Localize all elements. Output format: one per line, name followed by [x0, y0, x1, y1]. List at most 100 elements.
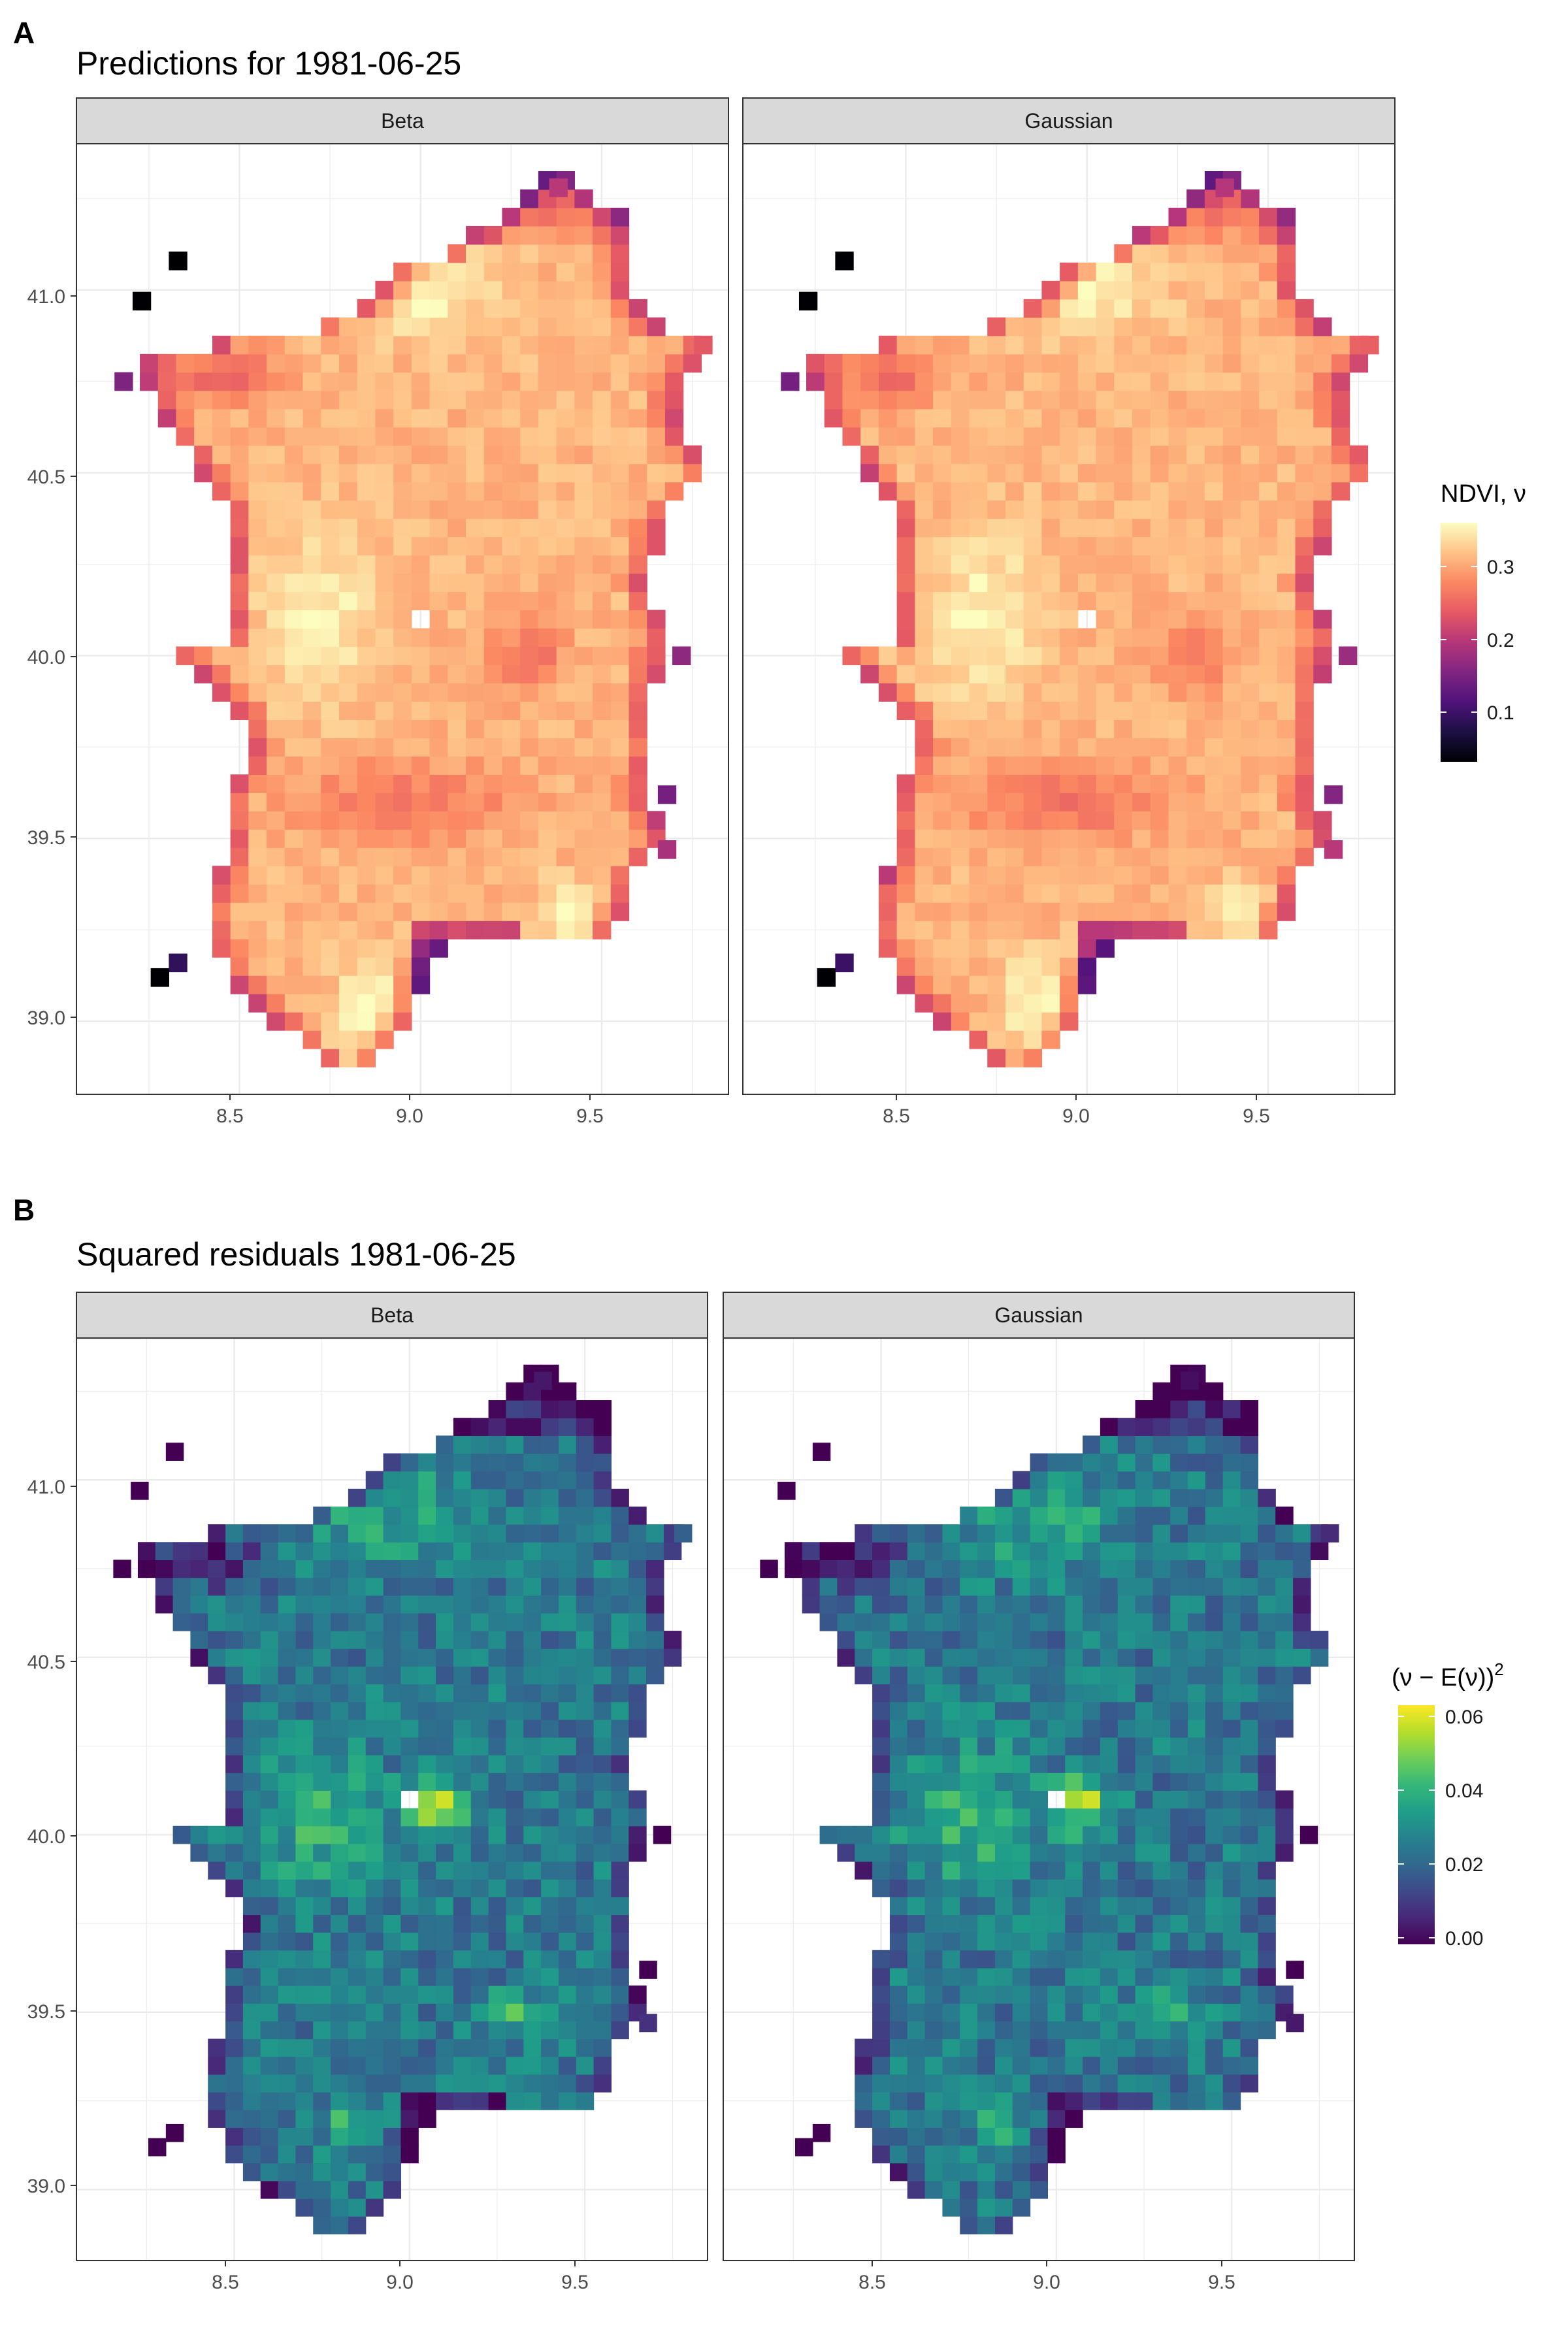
raster-cell: [1012, 2110, 1031, 2128]
raster-cell: [987, 536, 1006, 556]
raster-cell: [348, 1506, 367, 1525]
raster-cell: [1041, 939, 1060, 958]
raster-cell: [1204, 262, 1224, 282]
raster-cell: [1275, 1666, 1294, 1685]
raster-cell: [520, 847, 539, 866]
raster-cell: [212, 921, 231, 939]
raster-cell: [338, 756, 358, 775]
raster-cell: [987, 408, 1006, 428]
panel-letter-a: A: [13, 16, 35, 50]
raster-cell: [400, 1737, 419, 1756]
raster-cell: [1117, 1808, 1136, 1827]
raster-cell: [331, 1506, 349, 1525]
raster-cell: [1152, 2021, 1171, 2040]
raster-cell: [375, 390, 394, 410]
raster-cell: [889, 1719, 908, 1738]
raster-cell: [1275, 1843, 1294, 1862]
raster-cell: [1041, 317, 1060, 336]
raster-cell: [574, 610, 593, 629]
raster-cell: [629, 335, 647, 355]
raster-cell: [1259, 262, 1278, 282]
raster-cell: [1005, 957, 1024, 976]
raster-cell: [523, 2074, 542, 2093]
raster-cell: [1096, 756, 1115, 775]
raster-cell: [1240, 2056, 1259, 2075]
raster-cell: [1114, 610, 1133, 629]
raster-cell: [915, 463, 934, 483]
raster-cell: [664, 427, 684, 446]
raster-cell: [411, 262, 431, 282]
raster-cell: [1135, 1684, 1154, 1703]
raster-cell: [302, 939, 321, 958]
raster-cell: [302, 555, 321, 574]
raster-cell: [593, 1506, 612, 1525]
raster-cell: [1065, 2003, 1083, 2022]
raster-cell: [278, 1932, 297, 1951]
raster-cell: [302, 610, 321, 629]
raster-cell: [907, 1967, 926, 1986]
raster-cell: [1117, 1772, 1136, 1791]
raster-cell: [896, 500, 915, 519]
raster-cell: [506, 1967, 524, 1986]
raster-cell: [1100, 1471, 1119, 1490]
raster-cell: [1012, 1914, 1031, 1933]
raster-cell: [1012, 1879, 1031, 1897]
raster-cell: [1295, 792, 1314, 811]
raster-cell: [302, 664, 321, 684]
raster-cell: [1222, 2021, 1241, 2040]
raster-cell: [558, 1435, 577, 1454]
raster-cell: [448, 701, 466, 720]
raster-cell: [506, 2038, 524, 2057]
raster-cell: [1077, 317, 1097, 336]
raster-cell: [1012, 2038, 1031, 2057]
raster-cell: [284, 427, 304, 446]
raster-cell: [1240, 1932, 1259, 1951]
raster-cell: [534, 1371, 552, 1390]
raster-cell: [1259, 921, 1278, 939]
raster-cell: [348, 1772, 367, 1791]
raster-cell: [411, 353, 431, 373]
raster-cell: [942, 1737, 960, 1756]
raster-cell: [610, 756, 630, 775]
raster-cell: [242, 1808, 261, 1827]
raster-cell: [411, 646, 431, 666]
raster-cell: [629, 738, 647, 757]
raster-cell: [375, 372, 394, 391]
raster-cell: [933, 335, 952, 355]
raster-cell: [242, 1790, 261, 1809]
raster-cell: [448, 610, 466, 629]
raster-cell: [383, 2145, 402, 2164]
raster-cell: [502, 738, 521, 757]
raster-cell: [383, 1542, 402, 1561]
raster-cell: [960, 2074, 978, 2093]
raster-cell: [860, 372, 879, 391]
raster-cell: [1030, 1542, 1049, 1561]
raster-cell: [466, 866, 485, 885]
raster-cell: [1150, 225, 1169, 245]
raster-cell: [321, 353, 340, 373]
raster-cell: [1135, 1471, 1154, 1490]
raster-cell: [576, 1506, 595, 1525]
raster-cell: [453, 1435, 472, 1454]
raster-cell: [1204, 555, 1224, 574]
raster-cell: [1222, 1701, 1241, 1720]
raster-cell: [400, 2127, 419, 2146]
raster-cell: [295, 1577, 314, 1596]
raster-cell: [248, 792, 267, 811]
raster-cell: [411, 463, 431, 483]
raster-cell: [1012, 2021, 1031, 2040]
raster-cell: [611, 1666, 629, 1685]
raster-cell: [1114, 317, 1133, 336]
raster-cell: [1096, 463, 1115, 483]
raster-cell: [1277, 482, 1296, 501]
raster-cell: [1005, 408, 1024, 428]
raster-cell: [1205, 1612, 1224, 1631]
raster-cell: [348, 1666, 367, 1685]
raster-cell: [1132, 463, 1151, 483]
raster-cell: [1240, 1701, 1259, 1720]
raster-cell: [1135, 1914, 1154, 1933]
raster-cell: [574, 262, 593, 282]
raster-cell: [470, 1985, 489, 2004]
raster-cell: [278, 1861, 297, 1880]
raster-cell: [593, 811, 612, 830]
